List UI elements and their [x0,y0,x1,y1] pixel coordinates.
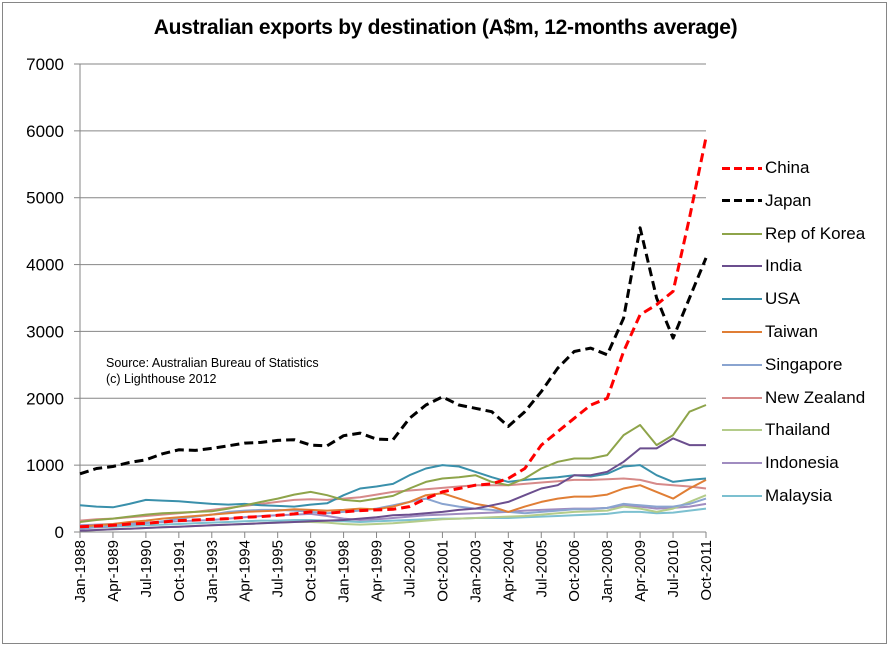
legend-swatch [722,363,762,366]
x-tick-label: Jul-1995 [270,540,287,598]
y-tick-label: 6000 [26,122,64,141]
x-tick-label: Apr-1994 [237,540,254,602]
legend-swatch [722,199,762,203]
y-tick-label: 3000 [26,322,64,341]
x-tick-label: Apr-1989 [105,540,122,602]
legend-swatch [722,462,762,465]
legend-item-rep-of-korea: Rep of Korea [722,220,865,248]
legend-item-usa: USA [722,285,800,313]
y-tick-label: 1000 [26,456,64,475]
x-tick-label: Oct-2011 [698,540,715,601]
legend-label: Indonesia [765,453,839,473]
x-tick-label: Oct-2006 [566,540,583,602]
legend-swatch [722,298,762,301]
legend-label: China [765,158,810,177]
legend-swatch [722,429,762,432]
series-lines [79,137,708,532]
series-line-china [79,137,708,529]
y-axis: 0 1000 2000 3000 4000 5000 6000 7000 [26,55,81,542]
legend-swatch [722,495,762,497]
legend-item-singapore: Singapore [722,351,843,379]
series-line-taiwan [79,479,707,528]
x-tick-label: Oct-1991 [171,540,188,602]
legend-label: India [765,256,802,276]
legend-label: Japan [765,190,812,210]
x-tick-label: Jan-1988 [72,540,89,603]
legend-label: Malaysia [765,486,833,505]
source-text: Source: Australian Bureau of Statistics [106,356,319,370]
chart-title: Australian exports by destination (A$m, … [153,16,738,39]
y-tick-label: 0 [55,523,64,542]
series-line-singapore [79,497,707,530]
y-tick-label: 4000 [26,256,64,275]
legend-item-china: China [722,154,809,182]
x-tick-label: Jul-2010 [665,540,682,598]
legend-label: Taiwan [765,322,818,341]
legend-item-taiwan: Taiwan [722,318,818,346]
series-line-usa [79,464,707,509]
x-tick-label: Jul-2005 [533,540,550,598]
legend-swatch [722,265,762,268]
legend-label: New Zealand [765,387,866,407]
legend-item-malaysia: Malaysia [722,482,832,510]
series-line-japan [79,226,708,476]
legend-item-new-zealand: New Zealand [722,384,865,412]
legend-item-indonesia: Indonesia [722,449,839,477]
legend-swatch [722,166,762,170]
legend-item-thailand: Thailand [722,416,830,444]
legend-label: Thailand [765,420,831,440]
x-tick-label: Jan-2008 [599,540,616,603]
series-line-rep-of-korea [79,404,707,523]
x-tick-label: Jul-1990 [138,540,155,598]
legend-label: USA [765,289,800,309]
y-tick-label: 7000 [26,55,64,74]
x-axis: Jan-1988 Apr-1989 Jul-1990 Oct-1991 Jan-1993… [72,532,715,603]
x-tick-label: Apr-2009 [632,540,649,602]
legend-swatch [722,232,762,235]
series-line-india [79,437,706,532]
x-tick-label: Apr-1999 [369,540,386,602]
legend-label: Singapore [765,354,843,374]
y-tick-label: 5000 [26,189,64,208]
x-tick-label: Jan-2003 [467,540,484,603]
y-tick-label: 2000 [26,389,64,408]
x-tick-label: Apr-2004 [500,540,517,602]
x-tick-label: Jan-1993 [204,540,221,603]
x-tick-label: Oct-1996 [303,540,320,602]
legend-item-india: India [722,252,802,280]
x-tick-label: Oct-2001 [434,540,451,602]
gridlines [80,63,706,533]
x-tick-label: Jan-1998 [336,540,353,603]
x-tick-label: Jul-2000 [401,540,418,598]
source-annotation: Source: Australian Bureau of Statistics … [106,355,319,387]
legend-item-japan: Japan [722,187,811,215]
series-line-malaysia [79,507,707,529]
copyright-text: (c) Lighthouse 2012 [106,372,217,386]
legend-swatch [722,396,762,399]
legend-swatch [722,331,762,333]
legend-label: Rep of Korea [765,223,866,243]
